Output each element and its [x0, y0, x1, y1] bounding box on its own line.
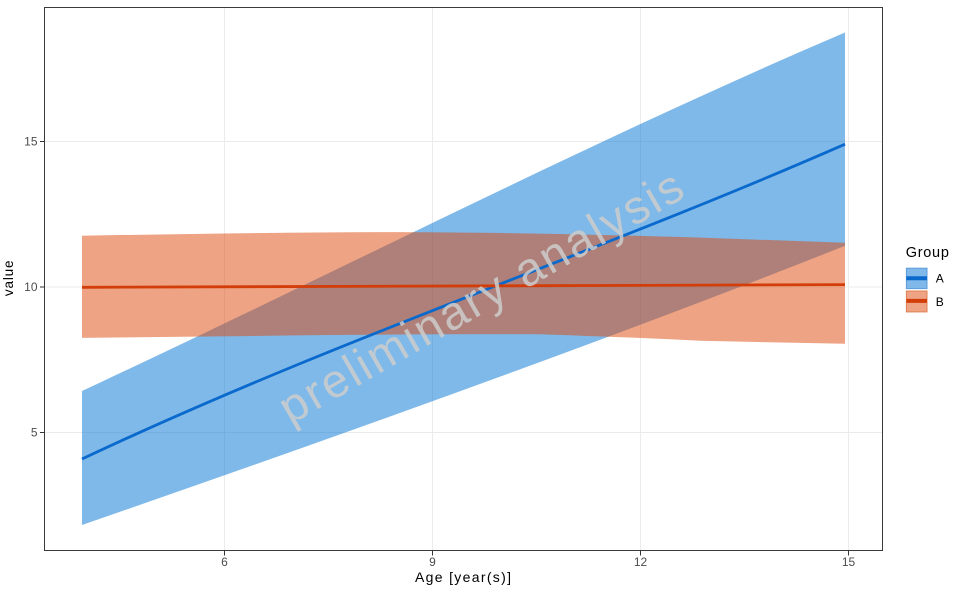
- svg-text:Group: Group: [906, 245, 949, 261]
- svg-text:15: 15: [842, 555, 856, 569]
- svg-text:5: 5: [31, 426, 38, 440]
- svg-text:B: B: [936, 295, 944, 309]
- svg-text:10: 10: [24, 280, 38, 294]
- svg-text:A: A: [936, 271, 944, 285]
- svg-text:15: 15: [24, 135, 38, 149]
- svg-text:value: value: [1, 260, 16, 296]
- svg-text:12: 12: [634, 555, 648, 569]
- svg-text:6: 6: [221, 555, 228, 569]
- svg-text:9: 9: [429, 555, 436, 569]
- svg-text:Age [year(s)]: Age [year(s)]: [415, 569, 511, 585]
